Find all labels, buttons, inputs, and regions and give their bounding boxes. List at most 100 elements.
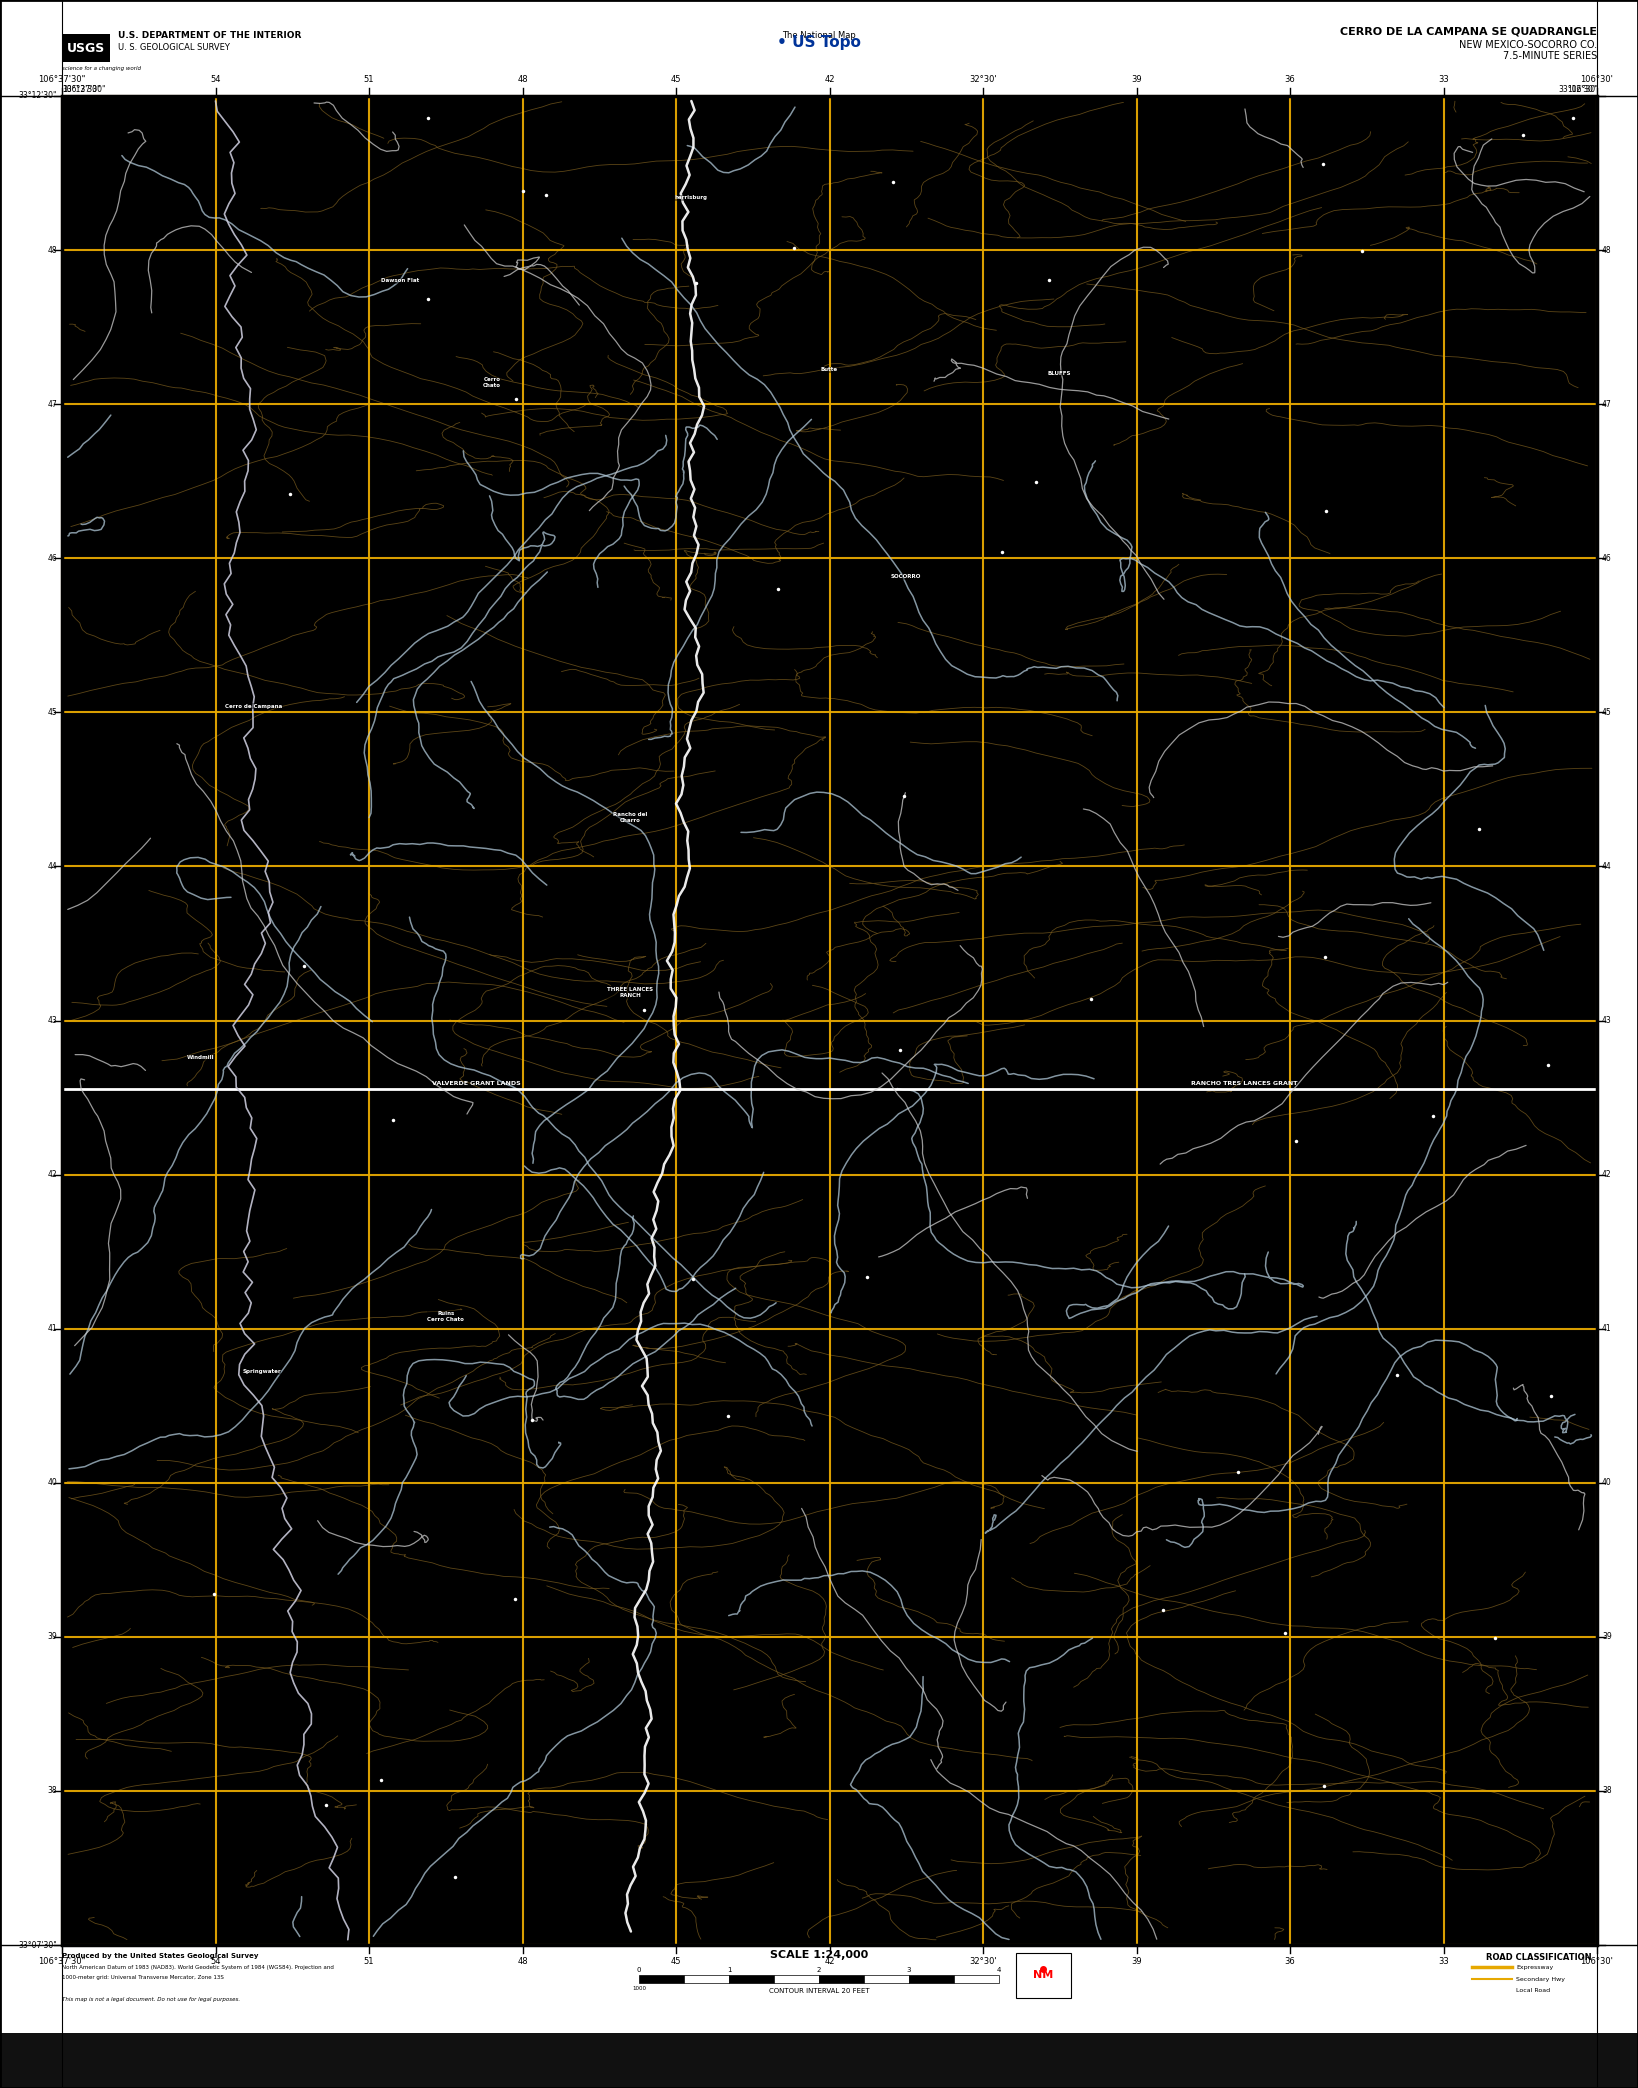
Text: 42: 42 xyxy=(1602,1169,1612,1180)
Text: 45: 45 xyxy=(1602,708,1612,716)
Text: 32°30': 32°30' xyxy=(970,75,998,84)
Bar xyxy=(729,1975,775,1984)
Text: 38: 38 xyxy=(48,1787,57,1796)
Text: CERRO DE LA CAMPANA SE QUADRANGLE: CERRO DE LA CAMPANA SE QUADRANGLE xyxy=(1340,25,1597,35)
Text: 32°30': 32°30' xyxy=(970,1956,998,1967)
Text: U.S. DEPARTMENT OF THE INTERIOR: U.S. DEPARTMENT OF THE INTERIOR xyxy=(118,31,301,40)
Text: 33°12'30": 33°12'30" xyxy=(62,86,100,94)
Bar xyxy=(62,96,1597,1946)
Text: 40: 40 xyxy=(48,1478,57,1487)
Text: 45: 45 xyxy=(670,75,681,84)
Text: 48: 48 xyxy=(48,246,57,255)
Text: 43: 43 xyxy=(1602,1017,1612,1025)
Text: 33°12'30": 33°12'30" xyxy=(18,92,57,100)
Text: 0: 0 xyxy=(637,1967,640,1973)
Text: Ruins
Cerro Chato: Ruins Cerro Chato xyxy=(428,1311,464,1322)
Text: 2: 2 xyxy=(817,1967,821,1973)
Text: SOCORRO: SOCORRO xyxy=(891,574,922,578)
Text: harrisburg: harrisburg xyxy=(675,194,708,200)
Text: 51: 51 xyxy=(364,75,373,84)
Text: 42: 42 xyxy=(824,75,835,84)
Text: 39: 39 xyxy=(1132,1956,1142,1967)
Bar xyxy=(953,1975,999,1984)
Text: 47: 47 xyxy=(48,399,57,409)
Text: NEW MEXICO-SOCORRO CO.: NEW MEXICO-SOCORRO CO. xyxy=(1459,40,1597,50)
Bar xyxy=(775,1975,819,1984)
Text: 1000-meter grid: Universal Transverse Mercator, Zone 13S: 1000-meter grid: Universal Transverse Me… xyxy=(62,1975,224,1979)
Text: 1000: 1000 xyxy=(632,1986,645,1992)
Bar xyxy=(639,1975,685,1984)
Text: 44: 44 xyxy=(48,862,57,871)
Text: 106°37'30": 106°37'30" xyxy=(38,75,85,84)
Text: 1: 1 xyxy=(727,1967,731,1973)
Bar xyxy=(62,96,1597,1946)
Text: Rancho del
Charro: Rancho del Charro xyxy=(613,812,647,823)
Text: NM: NM xyxy=(1034,1971,1053,1982)
Text: 41: 41 xyxy=(1602,1324,1612,1332)
Text: VALVERDE GRANT LANDS: VALVERDE GRANT LANDS xyxy=(432,1082,521,1086)
Text: USGS: USGS xyxy=(67,42,105,54)
Text: SCALE 1:24,000: SCALE 1:24,000 xyxy=(770,1950,868,1961)
Text: 33: 33 xyxy=(1438,75,1450,84)
Text: 39: 39 xyxy=(48,1633,57,1641)
Text: 46: 46 xyxy=(48,553,57,564)
Bar xyxy=(0,2034,1638,2088)
Text: 42: 42 xyxy=(48,1169,57,1180)
Text: THREE LANCES
RANCH: THREE LANCES RANCH xyxy=(608,988,654,998)
Text: 48: 48 xyxy=(1602,246,1612,255)
Bar xyxy=(685,1975,729,1984)
Text: 3: 3 xyxy=(907,1967,911,1973)
Text: 106°37'30": 106°37'30" xyxy=(38,1956,85,1967)
Text: 42: 42 xyxy=(824,1956,835,1967)
Text: RANCHO TRES LANCES GRANT: RANCHO TRES LANCES GRANT xyxy=(1191,1082,1297,1086)
Text: 54: 54 xyxy=(210,75,221,84)
Text: 43: 43 xyxy=(48,1017,57,1025)
Text: 40: 40 xyxy=(1602,1478,1612,1487)
Text: The National Map: The National Map xyxy=(781,31,857,40)
Text: 54: 54 xyxy=(210,1956,221,1967)
Text: Produced by the United States Geological Survey: Produced by the United States Geological… xyxy=(62,1952,259,1959)
Text: Butte: Butte xyxy=(821,367,839,372)
Text: Expressway: Expressway xyxy=(1517,1965,1553,1969)
Text: 106°37'30": 106°37'30" xyxy=(62,75,105,94)
Text: 36: 36 xyxy=(1284,75,1296,84)
Text: Dawson Flat: Dawson Flat xyxy=(380,278,419,284)
Text: 44: 44 xyxy=(1602,862,1612,871)
Text: CONTOUR INTERVAL 20 FEET: CONTOUR INTERVAL 20 FEET xyxy=(768,1988,870,1994)
Bar xyxy=(62,33,110,63)
Text: 4: 4 xyxy=(998,1967,1001,1973)
Text: BLUFFS: BLUFFS xyxy=(1048,372,1071,376)
Text: 39: 39 xyxy=(1132,75,1142,84)
Text: Cerro
Chato: Cerro Chato xyxy=(483,378,501,388)
Text: Local Road: Local Road xyxy=(1517,1988,1550,1994)
Text: ROAD CLASSIFICATION: ROAD CLASSIFICATION xyxy=(1486,1952,1592,1963)
Text: 48: 48 xyxy=(518,75,527,84)
Text: • US Topo: • US Topo xyxy=(776,35,862,50)
Text: 36: 36 xyxy=(1284,1956,1296,1967)
Text: 39: 39 xyxy=(1602,1633,1612,1641)
Text: 41: 41 xyxy=(48,1324,57,1332)
Text: 45: 45 xyxy=(670,1956,681,1967)
Text: science for a changing world: science for a changing world xyxy=(62,67,141,71)
Text: 48: 48 xyxy=(518,1956,527,1967)
Text: 7.5-MINUTE SERIES: 7.5-MINUTE SERIES xyxy=(1502,50,1597,61)
Text: 38: 38 xyxy=(1602,1787,1612,1796)
Text: Cerro de Campana: Cerro de Campana xyxy=(226,704,282,708)
Text: 51: 51 xyxy=(364,1956,373,1967)
Text: Windmill: Windmill xyxy=(187,1054,215,1061)
Text: Secondary Hwy: Secondary Hwy xyxy=(1517,1977,1564,1982)
Text: 106°30': 106°30' xyxy=(1568,86,1597,94)
Bar xyxy=(1016,1952,1071,1998)
Text: 33°12'30": 33°12'30" xyxy=(1558,75,1597,94)
Text: This map is not a legal document. Do not use for legal purposes.: This map is not a legal document. Do not… xyxy=(62,1996,241,2002)
Text: 33°07'30": 33°07'30" xyxy=(18,1940,57,1950)
Text: 106°30': 106°30' xyxy=(1581,1956,1613,1967)
Text: 33: 33 xyxy=(1438,1956,1450,1967)
Text: 47: 47 xyxy=(1602,399,1612,409)
Bar xyxy=(909,1975,953,1984)
Text: 106°30': 106°30' xyxy=(1581,75,1613,84)
Text: 46: 46 xyxy=(1602,553,1612,564)
Text: North American Datum of 1983 (NAD83). World Geodetic System of 1984 (WGS84). Pro: North American Datum of 1983 (NAD83). Wo… xyxy=(62,1965,334,1969)
Bar xyxy=(863,1975,909,1984)
Text: Springwater: Springwater xyxy=(242,1370,280,1374)
